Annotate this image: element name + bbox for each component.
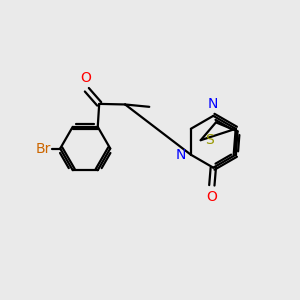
Text: N: N — [175, 148, 186, 162]
Text: N: N — [208, 98, 218, 111]
Text: O: O — [206, 190, 217, 204]
Text: Br: Br — [35, 142, 51, 155]
Text: S: S — [205, 133, 214, 147]
Text: O: O — [80, 71, 91, 85]
